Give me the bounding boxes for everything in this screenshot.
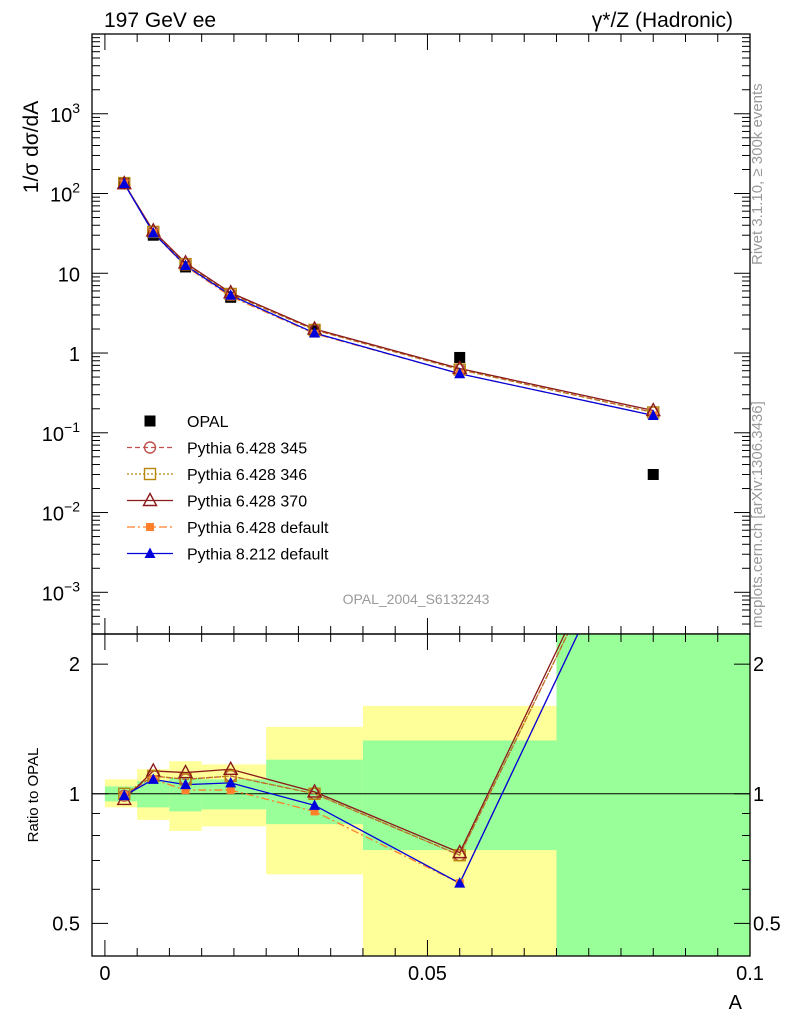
ratio-y-tick-label-right: 2 bbox=[753, 654, 764, 676]
main-panel-series bbox=[116, 175, 661, 480]
main-panel-frame bbox=[91, 33, 751, 635]
ratio-point-pythia-8-212-default bbox=[180, 778, 192, 790]
legend-item-pythia-8-212-default: Pythia 8.212 default bbox=[127, 547, 329, 564]
main-point-pythia-8-212-default bbox=[454, 367, 466, 379]
legend-marker bbox=[143, 441, 157, 454]
main-point-pythia-8-212-default bbox=[180, 259, 192, 271]
analysis-id-label: OPAL_2004_S6132243 bbox=[343, 591, 490, 607]
main-line-pythia-6-428-default bbox=[123, 183, 654, 417]
header-left-label: 197 GeV ee bbox=[104, 9, 216, 32]
ratio-point-pythia-6-428-370 bbox=[223, 760, 239, 775]
ratio-panel-series bbox=[116, 634, 579, 888]
main-point-pythia-8-212-default bbox=[309, 327, 321, 338]
ratio-point-pythia-6-428-default bbox=[181, 786, 190, 795]
legend-marker bbox=[146, 523, 154, 531]
ratio-point-pythia-8-212-default bbox=[118, 789, 130, 801]
x-axis-title: A bbox=[729, 992, 743, 1014]
legend-label: Pythia 6.428 370 bbox=[187, 494, 307, 511]
ratio-uncertainty-bands bbox=[92, 634, 750, 956]
header-right-label: γ*/Z (Hadronic) bbox=[592, 9, 733, 32]
main-point-opal bbox=[454, 351, 466, 363]
legend-label: Pythia 8.212 default bbox=[187, 547, 329, 564]
ratio-y-axis-title: Ratio to OPAL bbox=[25, 748, 42, 843]
legend-label: Pythia 6.428 default bbox=[187, 520, 329, 537]
legend-item-pythia-6-428-default: Pythia 6.428 default bbox=[127, 520, 329, 537]
x-tick-label: 0.05 bbox=[408, 963, 447, 985]
main-point-pythia-8-212-default bbox=[147, 226, 159, 238]
legend-label: Pythia 6.428 345 bbox=[187, 441, 307, 458]
main-line-pythia-6-428-346 bbox=[123, 182, 654, 414]
main-panel-axes: 10−3 10−2 10−1 1 10 102 103 bbox=[42, 33, 751, 635]
x-tick-label: 0 bbox=[99, 963, 110, 985]
ratio-point-pythia-6-428-370 bbox=[306, 783, 323, 798]
main-y-tick-label: 10 bbox=[58, 264, 80, 286]
main-point-pythia-8-212-default bbox=[225, 289, 237, 300]
main-y-tick-label: 103 bbox=[50, 100, 80, 127]
ratio-point-pythia-8-212-default bbox=[309, 799, 321, 810]
main-line-pythia-6-428-370 bbox=[123, 183, 654, 412]
main-point-pythia-8-212-default bbox=[647, 409, 659, 420]
ratio-band-green bbox=[362, 740, 557, 851]
rivet-version-label: Rivet 3.1.10, ≥ 300k events bbox=[749, 83, 766, 265]
mcplots-credit-label: mcplots.cern.ch [arXiv:1306.3436] bbox=[749, 401, 766, 628]
ratio-y-tick-label-left: 1 bbox=[69, 784, 80, 806]
main-y-tick-label: 10−1 bbox=[42, 419, 80, 446]
main-y-tick-label: 102 bbox=[50, 180, 80, 207]
legend-label: Pythia 6.428 346 bbox=[187, 467, 307, 484]
ratio-point-pythia-8-212-default bbox=[225, 776, 237, 788]
ratio-point-pythia-8-212-default bbox=[147, 773, 159, 784]
legend-marker bbox=[143, 467, 157, 481]
x-tick-label: 0.1 bbox=[736, 963, 764, 985]
main-y-tick-label: 1 bbox=[69, 344, 80, 366]
legend-item-pythia-6-428-345: Pythia 6.428 345 bbox=[127, 441, 307, 458]
ratio-point-pythia-6-428-default bbox=[226, 786, 235, 795]
ratio-point-pythia-6-428-370 bbox=[177, 764, 194, 779]
main-line-pythia-8-212-default bbox=[123, 183, 654, 417]
legend-item-pythia-6-428-370: Pythia 6.428 370 bbox=[127, 492, 307, 511]
ratio-y-tick-label-left: 2 bbox=[69, 654, 80, 676]
ratio-panel-frame bbox=[91, 633, 751, 957]
legend-item-opal: OPAL bbox=[144, 414, 229, 431]
ratio-panel-axes: 0.5 0.5 1 1 2 2 0 0.05 0.1 bbox=[52, 633, 781, 985]
legend-label: OPAL bbox=[187, 414, 229, 431]
ratio-band-green bbox=[556, 634, 750, 956]
ratio-point-pythia-8-212-default bbox=[454, 877, 466, 888]
ratio-y-tick-label-right: 1 bbox=[753, 784, 764, 806]
ratio-y-tick-label-right: 0.5 bbox=[753, 913, 781, 935]
ratio-point-pythia-6-428-default bbox=[310, 807, 319, 816]
main-point-pythia-8-212-default bbox=[118, 177, 130, 189]
ratio-point-pythia-6-428-370 bbox=[452, 844, 468, 859]
legend-marker bbox=[144, 547, 156, 558]
legend: OPAL Pythia 6.428 345 Pythia 6.428 346 Pyth… bbox=[127, 414, 329, 564]
legend-item-pythia-6-428-346: Pythia 6.428 346 bbox=[127, 467, 307, 484]
main-point-opal bbox=[647, 468, 659, 480]
legend-marker bbox=[144, 415, 156, 427]
ratio-y-tick-label-left: 0.5 bbox=[52, 913, 80, 935]
main-y-axis-title: 1/σ dσ/dA bbox=[20, 101, 43, 193]
main-y-tick-label: 10−2 bbox=[42, 499, 80, 526]
main-line-pythia-6-428-345 bbox=[123, 183, 654, 414]
main-y-tick-label: 10−3 bbox=[42, 578, 80, 605]
legend-marker bbox=[142, 492, 158, 507]
